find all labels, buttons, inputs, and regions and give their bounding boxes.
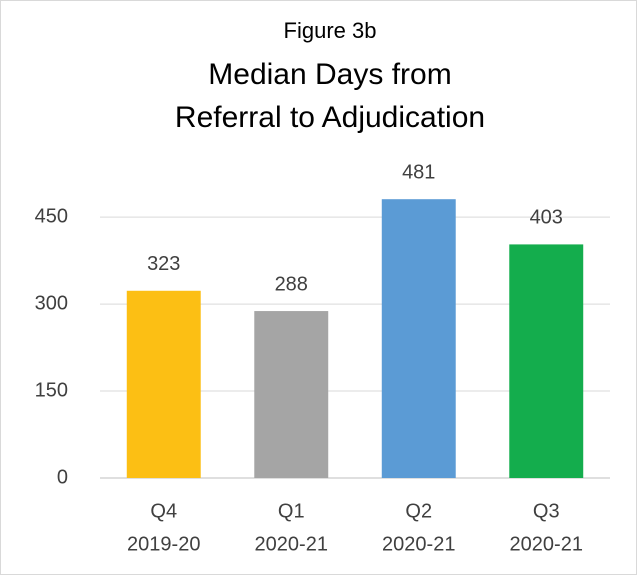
x-tick-label: Q1 xyxy=(278,500,305,522)
y-tick-label: 300 xyxy=(35,292,68,314)
chart-title: Median Days from xyxy=(208,58,451,91)
x-tick-label: 2020-21 xyxy=(510,533,583,555)
bar xyxy=(254,311,329,478)
figure-label: Figure 3b xyxy=(284,18,377,43)
data-label: 288 xyxy=(275,273,308,295)
y-tick-label: 150 xyxy=(35,379,68,401)
bar xyxy=(381,199,456,478)
x-tick-label: Q4 xyxy=(150,500,177,522)
x-tick-label: 2019-20 xyxy=(127,533,200,555)
data-label: 403 xyxy=(530,207,563,229)
x-tick-label: 2020-21 xyxy=(255,533,328,555)
x-tick-label: Q3 xyxy=(533,500,560,522)
data-label: 481 xyxy=(402,161,435,183)
x-tick-label: Q2 xyxy=(405,500,432,522)
data-label: 323 xyxy=(147,253,180,275)
y-tick-label: 450 xyxy=(35,205,68,227)
bar xyxy=(126,290,201,478)
bar xyxy=(509,244,584,478)
chart-title: Referral to Adjudication xyxy=(175,101,485,134)
y-tick-label: 0 xyxy=(57,466,68,488)
x-tick-label: 2020-21 xyxy=(382,533,455,555)
